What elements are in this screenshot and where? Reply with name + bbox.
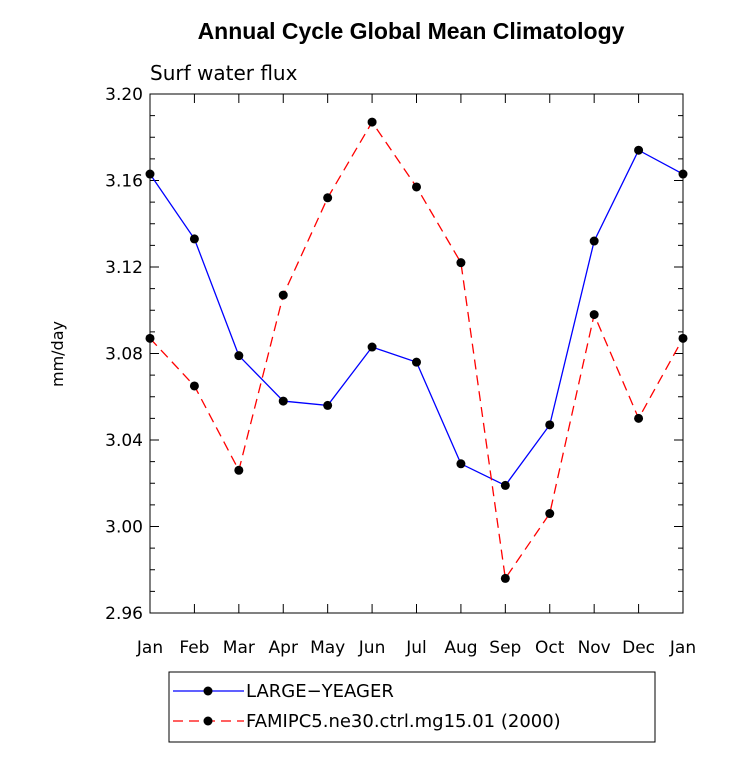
series-0-point (367, 342, 377, 352)
legend: LARGE−YEAGER FAMIPC5.ne30.ctrl.mg15.01 (2… (168, 671, 656, 743)
axis-ticks (149, 93, 684, 614)
legend-marker-0 (203, 686, 213, 696)
x-tick-label: May (310, 638, 345, 658)
series-0-point (412, 357, 421, 367)
series-1-point (589, 310, 599, 320)
series-group (145, 117, 688, 583)
series-0-point (500, 480, 510, 490)
series-0-point (145, 169, 155, 179)
legend-box (168, 671, 656, 743)
y-tick-label: 3.00 (105, 518, 143, 538)
x-tick-label: Apr (269, 638, 298, 658)
series-0-point (545, 420, 555, 430)
y-tick-label: 3.04 (105, 431, 143, 451)
x-tick-label: Mar (223, 638, 255, 658)
series-0-point (589, 236, 599, 246)
plot-frame (149, 93, 684, 614)
series-1-point (367, 117, 377, 127)
x-tick-label: Jun (358, 638, 386, 658)
series-1-point (189, 381, 199, 391)
series-0-point (189, 234, 199, 244)
series-1-point (145, 333, 155, 343)
series-1-point (412, 182, 421, 192)
x-tick-labels: Jan Feb Mar Apr May Jun Jul Aug Sep Oct Nov Dec Jan (136, 638, 696, 658)
series-1-point (456, 258, 466, 268)
x-tick-label: Jul (405, 638, 427, 658)
series-0-point (678, 169, 688, 179)
y-tick-label: 3.12 (105, 258, 143, 278)
y-tick-label: 3.16 (105, 172, 143, 192)
series-0-point (456, 459, 466, 469)
x-tick-label: Aug (444, 638, 477, 658)
series-0-point (634, 145, 644, 155)
legend-marker-1 (203, 716, 213, 726)
y-tick-label: 3.08 (105, 345, 143, 365)
series-line-0 (149, 149, 684, 487)
x-tick-label: Feb (179, 638, 209, 658)
series-0-point (234, 351, 244, 361)
y-tick-labels: 3.20 3.16 3.12 3.08 3.04 3.00 2.96 (105, 85, 143, 624)
x-tick-label: Sep (489, 638, 521, 658)
y-axis-label: mm/day (48, 321, 67, 387)
series-1-point (634, 413, 644, 423)
x-tick-label: Dec (622, 638, 655, 658)
series-1-point (500, 573, 510, 583)
series-1-point (234, 465, 244, 475)
legend-label-0: LARGE−YEAGER (246, 681, 394, 702)
y-tick-label: 3.20 (105, 85, 143, 105)
series-1-point (323, 193, 333, 203)
x-tick-label: Jan (136, 638, 163, 658)
x-tick-label: Nov (578, 638, 611, 658)
chart-subtitle: Surf water flux (150, 61, 298, 85)
x-tick-label: Jan (669, 638, 696, 658)
x-tick-label: Oct (535, 638, 565, 658)
series-1-point (278, 290, 288, 300)
series-1-point (678, 333, 688, 343)
legend-label-1: FAMIPC5.ne30.ctrl.mg15.01 (2000) (246, 711, 561, 732)
y-tick-label: 2.96 (105, 604, 143, 624)
chart-title: Annual Cycle Global Mean Climatology (198, 18, 625, 44)
series-0-point (278, 396, 288, 406)
series-1-point (545, 509, 555, 519)
series-0-point (323, 400, 333, 410)
